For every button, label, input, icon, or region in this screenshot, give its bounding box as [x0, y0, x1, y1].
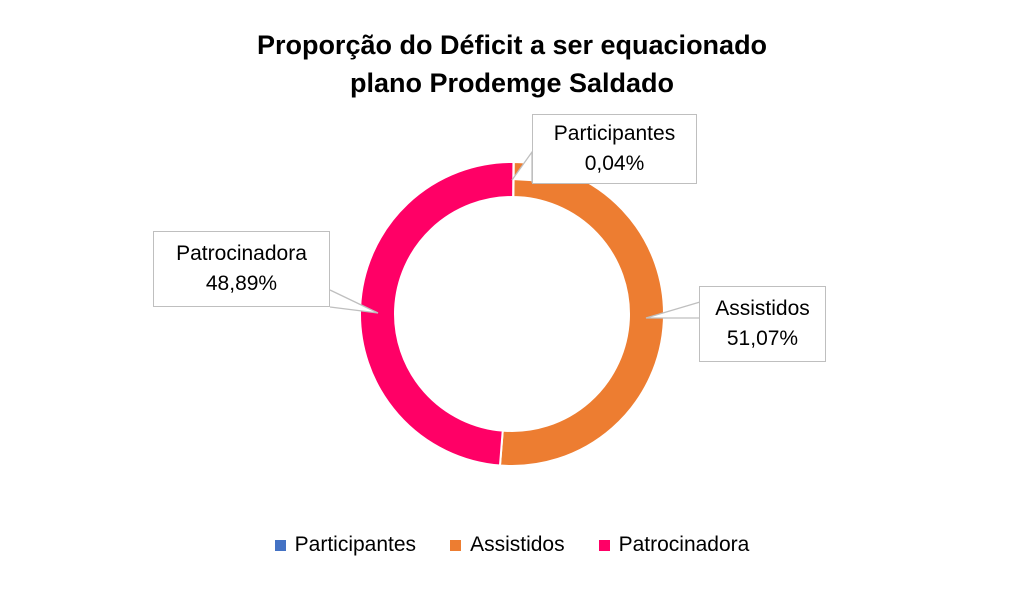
- legend-item-assistidos: Assistidos: [450, 533, 565, 557]
- legend-item-patrocinadora: Patrocinadora: [598, 533, 750, 557]
- leader-assistidos: [645, 301, 701, 319]
- chart-legend: Participantes Assistidos Patrocinadora: [0, 533, 1024, 557]
- chart-title-line-1: Proporção do Déficit a ser equacionado: [256, 30, 768, 60]
- donut-ring: [359, 160, 665, 467]
- data-label-participantes-name: Participantes: [553, 122, 676, 145]
- data-label-patrocinadora-name: Patrocinadora: [176, 242, 307, 265]
- donut-slice-patrocinadora: [359, 161, 515, 467]
- chart-title-line-2: plano Prodemge Saldado: [349, 68, 675, 98]
- legend-swatch-participantes: [274, 539, 286, 551]
- legend-label-participantes: Participantes: [294, 533, 417, 556]
- legend-item-participantes: Participantes: [274, 533, 417, 557]
- data-label-participantes: Participantes 0,04%: [532, 114, 697, 184]
- leader-patrocinadora: [329, 289, 379, 314]
- data-label-patrocinadora: Patrocinadora 48,89%: [153, 231, 330, 307]
- donut-slice-assistidos: [498, 160, 665, 467]
- legend-swatch-patrocinadora: [598, 539, 610, 551]
- legend-swatch-assistidos: [450, 539, 462, 551]
- data-label-participantes-value: 0,04%: [584, 152, 645, 175]
- legend-label-patrocinadora: Patrocinadora: [618, 533, 750, 556]
- chart-title: Proporção do Déficit a ser equacionado p…: [0, 26, 1024, 102]
- data-label-assistidos-value: 51,07%: [726, 327, 799, 350]
- legend-label-assistidos: Assistidos: [470, 533, 565, 556]
- data-label-assistidos-name: Assistidos: [715, 297, 810, 320]
- data-label-assistidos: Assistidos 51,07%: [699, 286, 826, 362]
- data-label-patrocinadora-value: 48,89%: [205, 272, 278, 295]
